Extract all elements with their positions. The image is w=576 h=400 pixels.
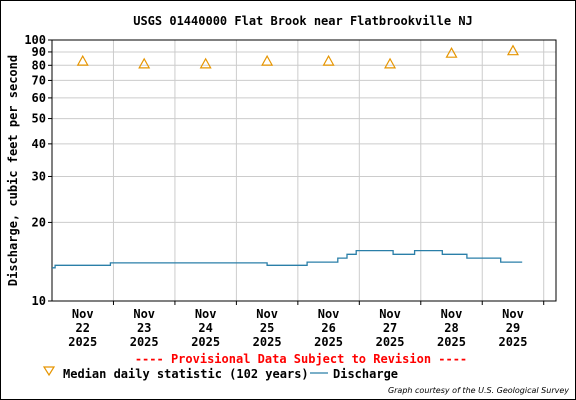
- x-tick-label: 22: [76, 321, 90, 335]
- median-point: [199, 57, 212, 69]
- median-point: [261, 54, 274, 66]
- median-point: [384, 57, 397, 69]
- x-tick-label: 2025: [314, 335, 343, 349]
- x-tick-label: 2025: [253, 335, 282, 349]
- x-tick-label: Nov: [256, 307, 278, 321]
- x-tick-label: Nov: [441, 307, 463, 321]
- y-tick-label: 70: [32, 73, 46, 87]
- legend-triangle-icon: [42, 366, 56, 377]
- x-tick-label: Nov: [72, 307, 94, 321]
- legend: Median daily statistic (102 years) Disch…: [42, 366, 398, 381]
- x-tick-label: 26: [321, 321, 335, 335]
- y-tick-label: 90: [32, 45, 46, 59]
- x-tick-label: 28: [444, 321, 458, 335]
- x-axis-ticks: Nov222025Nov232025Nov242025Nov252025Nov2…: [68, 301, 545, 349]
- y-tick-label: 50: [32, 112, 46, 126]
- y-tick-label: 30: [32, 169, 46, 183]
- median-point: [76, 54, 89, 66]
- x-tick-label: Nov: [502, 307, 524, 321]
- x-tick-label: 2025: [130, 335, 159, 349]
- x-tick-label: Nov: [133, 307, 155, 321]
- x-tick-label: 23: [137, 321, 151, 335]
- x-tick-label: 2025: [499, 335, 528, 349]
- series-layer: [52, 44, 523, 269]
- median-point: [138, 57, 151, 69]
- y-tick-label: 60: [32, 91, 46, 105]
- median-point: [445, 46, 458, 58]
- plot-area-border: [51, 39, 557, 302]
- y-tick-label: 40: [32, 137, 46, 151]
- x-tick-label: 2025: [376, 335, 405, 349]
- y-tick-label: 20: [32, 215, 46, 229]
- grid-lines: [52, 39, 556, 302]
- legend-discharge-label: Discharge: [333, 367, 398, 381]
- x-tick-label: 24: [198, 321, 212, 335]
- chart-title: USGS 01440000 Flat Brook near Flatbrookv…: [133, 14, 473, 28]
- x-tick-label: 29: [506, 321, 520, 335]
- x-tick-label: Nov: [379, 307, 401, 321]
- x-tick-label: 27: [383, 321, 397, 335]
- y-tick-label: 10: [32, 294, 46, 308]
- y-tick-label: 80: [32, 58, 46, 72]
- y-axis-label: Discharge, cubic feet per second: [6, 55, 20, 286]
- credit-note: Graph courtesy of the U.S. Geological Su…: [388, 386, 569, 395]
- x-tick-label: Nov: [318, 307, 340, 321]
- x-tick-label: Nov: [195, 307, 217, 321]
- median-point: [506, 44, 519, 56]
- provisional-note: ---- Provisional Data Subject to Revisio…: [135, 352, 467, 366]
- legend-median-label: Median daily statistic (102 years): [63, 367, 309, 381]
- x-tick-label: 2025: [437, 335, 466, 349]
- x-tick-label: 2025: [191, 335, 220, 349]
- y-tick-label: 100: [24, 33, 46, 47]
- x-tick-label: 25: [260, 321, 274, 335]
- median-point: [322, 54, 335, 66]
- discharge-series-line: [52, 249, 523, 269]
- x-tick-label: 2025: [68, 335, 97, 349]
